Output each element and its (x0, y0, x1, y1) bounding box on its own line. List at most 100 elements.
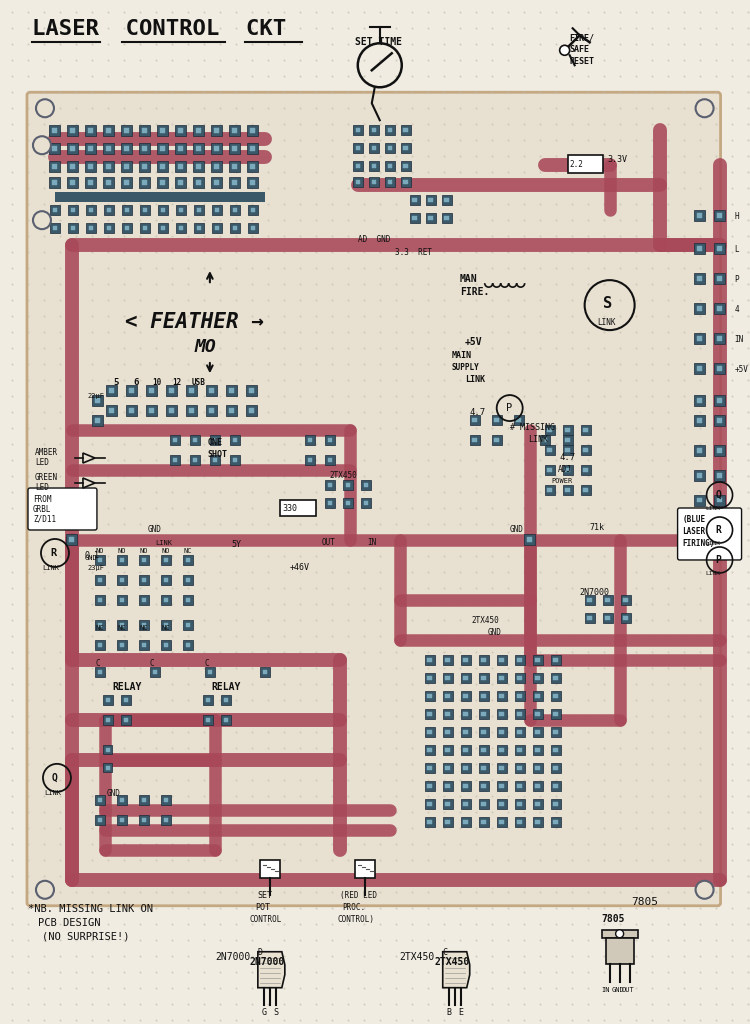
Bar (550, 655, 561, 665)
Bar (478, 727, 489, 737)
Bar (194, 177, 205, 187)
Bar (194, 205, 204, 215)
Text: LINK: LINK (706, 541, 721, 546)
Text: IN: IN (368, 538, 377, 547)
Bar (92, 394, 104, 406)
Bar (86, 142, 97, 154)
Text: L: L (734, 245, 740, 254)
Bar (532, 799, 543, 809)
Bar (194, 125, 205, 136)
Bar (67, 535, 77, 546)
Text: NO: NO (140, 548, 148, 554)
Bar (121, 695, 131, 705)
Bar (68, 205, 78, 215)
Bar (442, 763, 453, 773)
Bar (166, 404, 178, 416)
Bar (585, 613, 595, 623)
Bar (426, 213, 436, 223)
Bar (514, 817, 525, 826)
Bar (496, 655, 507, 665)
Bar (50, 205, 60, 215)
Bar (68, 161, 79, 172)
Bar (442, 727, 453, 737)
Bar (714, 272, 725, 284)
Bar (203, 715, 213, 725)
Bar (170, 435, 180, 445)
Text: PCB DESIGN: PCB DESIGN (38, 918, 101, 928)
Bar (496, 709, 507, 719)
Bar (442, 691, 453, 700)
Bar (460, 655, 471, 665)
Text: C: C (205, 658, 209, 668)
Bar (361, 498, 370, 508)
Bar (550, 673, 561, 683)
Text: 2N7000: 2N7000 (214, 951, 250, 962)
Bar (460, 781, 471, 791)
Bar (496, 763, 507, 773)
Bar (183, 555, 193, 565)
Text: AMBER: AMBER (35, 449, 58, 457)
Bar (460, 691, 471, 700)
Bar (694, 272, 705, 284)
Bar (117, 574, 127, 585)
Bar (714, 470, 725, 480)
Bar (550, 709, 561, 719)
Bar (424, 727, 435, 737)
Text: R: R (50, 548, 56, 558)
Text: MAIN: MAIN (452, 351, 472, 360)
Bar (562, 425, 573, 435)
Text: C: C (96, 658, 100, 668)
Bar (95, 574, 105, 585)
Bar (694, 210, 705, 221)
Text: 2TX450: 2TX450 (330, 471, 358, 480)
Text: NO: NO (162, 548, 170, 554)
Text: POT: POT (255, 903, 270, 911)
Text: FIRE/: FIRE/ (570, 34, 595, 42)
Bar (532, 727, 543, 737)
Circle shape (695, 881, 713, 899)
Text: OUT: OUT (322, 538, 336, 547)
Bar (103, 715, 113, 725)
Bar (550, 727, 561, 737)
Text: Q: Q (52, 773, 58, 782)
Bar (150, 667, 160, 677)
Bar (211, 205, 222, 215)
Bar (260, 667, 270, 677)
Text: FROM: FROM (33, 495, 52, 504)
Text: LINK: LINK (598, 318, 616, 327)
Text: CONTROL): CONTROL) (338, 914, 375, 924)
Bar (246, 385, 257, 395)
Bar (532, 655, 543, 665)
Bar (183, 574, 193, 585)
Bar (104, 161, 115, 172)
Bar (248, 125, 258, 136)
Text: CONTROL: CONTROL (250, 914, 282, 924)
Bar (166, 385, 178, 395)
Bar (496, 744, 507, 755)
Bar (86, 125, 97, 136)
Text: 5Y: 5Y (232, 540, 242, 549)
Bar (230, 205, 240, 215)
Bar (203, 695, 213, 705)
Text: 2N7000: 2N7000 (580, 588, 610, 597)
Bar (361, 480, 370, 490)
Text: +5V: +5V (465, 337, 482, 347)
Bar (492, 435, 502, 445)
Bar (470, 415, 480, 425)
Text: 71k: 71k (590, 523, 604, 532)
Bar (230, 223, 240, 233)
Text: IN: IN (602, 987, 610, 992)
Circle shape (695, 99, 713, 117)
Bar (117, 815, 127, 824)
Bar (714, 333, 725, 344)
FancyBboxPatch shape (28, 488, 97, 530)
Bar (280, 500, 316, 516)
Bar (205, 667, 214, 677)
Bar (103, 695, 113, 705)
Bar (562, 435, 573, 445)
Text: LED: LED (35, 458, 49, 467)
Bar (714, 444, 725, 456)
Text: AD  GND: AD GND (358, 236, 390, 244)
Bar (621, 595, 631, 605)
Text: LASER  CONTROL  CKT: LASER CONTROL CKT (32, 19, 286, 39)
